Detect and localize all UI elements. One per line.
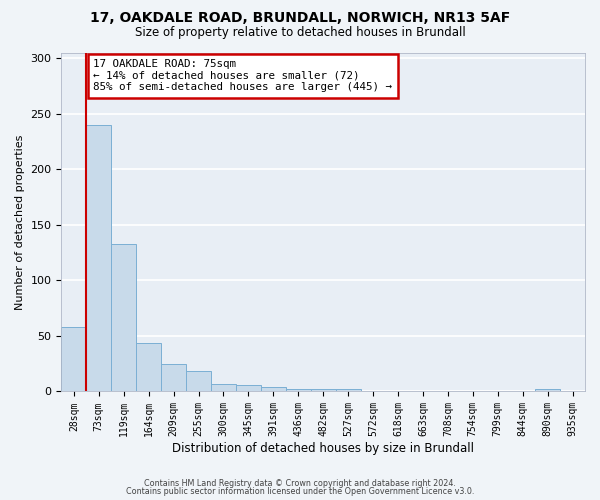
Bar [236, 385, 261, 392]
Bar [261, 387, 286, 392]
Bar [136, 342, 161, 392]
Bar [86, 124, 111, 392]
Bar [61, 327, 86, 392]
Text: 17 OAKDALE ROAD: 75sqm
← 14% of detached houses are smaller (72)
85% of semi-det: 17 OAKDALE ROAD: 75sqm ← 14% of detached… [94, 59, 392, 92]
X-axis label: Distribution of detached houses by size in Brundall: Distribution of detached houses by size … [172, 442, 474, 455]
Text: Size of property relative to detached houses in Brundall: Size of property relative to detached ho… [134, 26, 466, 39]
Bar [286, 389, 311, 392]
Text: Contains HM Land Registry data © Crown copyright and database right 2024.: Contains HM Land Registry data © Crown c… [144, 478, 456, 488]
Text: 17, OAKDALE ROAD, BRUNDALL, NORWICH, NR13 5AF: 17, OAKDALE ROAD, BRUNDALL, NORWICH, NR1… [90, 12, 510, 26]
Bar [111, 244, 136, 392]
Bar [335, 389, 361, 392]
Bar [186, 372, 211, 392]
Bar [211, 384, 236, 392]
Y-axis label: Number of detached properties: Number of detached properties [15, 134, 25, 310]
Bar [161, 364, 186, 392]
Bar [535, 389, 560, 392]
Bar [311, 389, 335, 392]
Text: Contains public sector information licensed under the Open Government Licence v3: Contains public sector information licen… [126, 487, 474, 496]
